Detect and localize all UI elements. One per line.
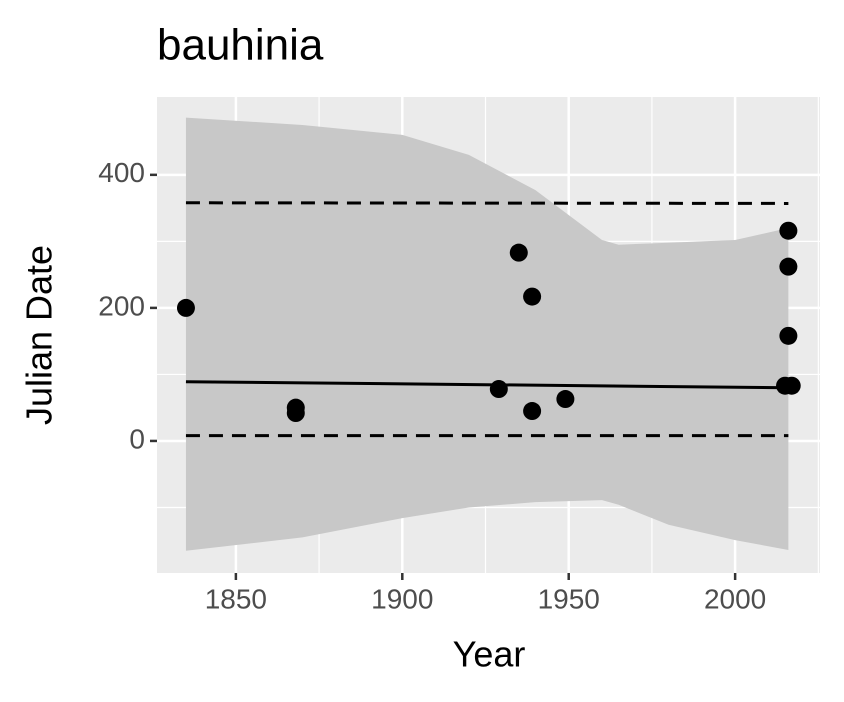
y-tick-label: 200 <box>98 290 145 321</box>
quantile-line <box>185 201 789 205</box>
y-tick-label: 400 <box>98 157 145 188</box>
y-tick-label: 0 <box>129 423 145 454</box>
trend-line <box>185 380 789 390</box>
y-axis-title: Julian Date <box>19 245 60 425</box>
point <box>489 380 508 399</box>
point <box>779 257 798 276</box>
x-tick-label: 2000 <box>704 583 766 614</box>
point <box>523 402 542 421</box>
point <box>779 326 798 345</box>
x-tick-label: 1850 <box>205 583 267 614</box>
x-tick-label: 1950 <box>538 583 600 614</box>
point <box>523 287 542 306</box>
point <box>782 376 801 395</box>
prediction-ribbon <box>185 117 789 551</box>
point <box>556 390 575 409</box>
point <box>286 404 305 423</box>
x-axis-title: Year <box>453 634 526 675</box>
point <box>176 298 195 317</box>
point <box>779 221 798 240</box>
x-tick-label: 1900 <box>371 583 433 614</box>
chart-title: bauhinia <box>157 21 324 70</box>
point <box>509 243 528 262</box>
